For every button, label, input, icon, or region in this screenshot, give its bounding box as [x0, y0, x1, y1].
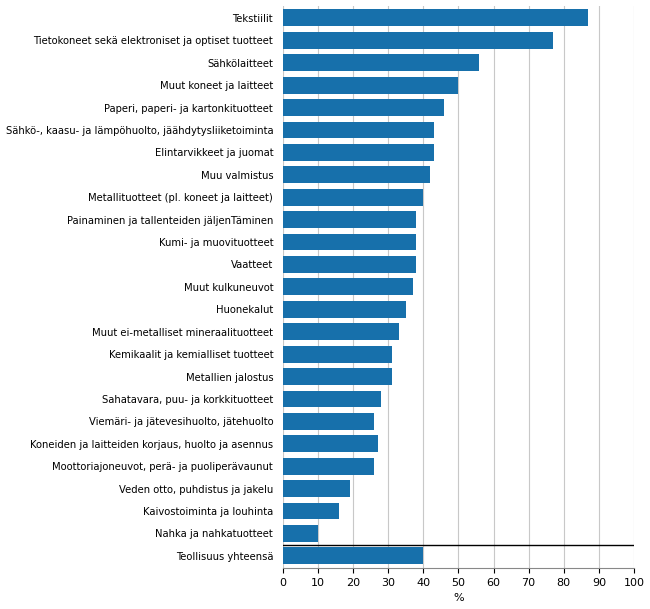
Bar: [283, 77, 458, 94]
Bar: [283, 390, 381, 407]
Bar: [283, 413, 374, 430]
Bar: [283, 480, 350, 497]
Bar: [283, 547, 423, 565]
Bar: [283, 189, 423, 206]
Bar: [283, 99, 445, 116]
Bar: [283, 525, 318, 542]
Bar: [283, 301, 406, 318]
Bar: [283, 458, 374, 474]
Bar: [283, 502, 339, 519]
X-axis label: %: %: [453, 593, 463, 604]
Bar: [283, 435, 378, 452]
Bar: [283, 323, 398, 340]
Bar: [283, 166, 430, 183]
Bar: [283, 211, 416, 228]
Bar: [283, 346, 392, 362]
Bar: [283, 256, 416, 273]
Bar: [283, 144, 434, 161]
Bar: [283, 122, 434, 138]
Bar: [283, 234, 416, 250]
Bar: [283, 32, 553, 49]
Bar: [283, 10, 588, 26]
Bar: [283, 278, 413, 295]
Bar: [283, 54, 480, 71]
Bar: [283, 368, 392, 385]
